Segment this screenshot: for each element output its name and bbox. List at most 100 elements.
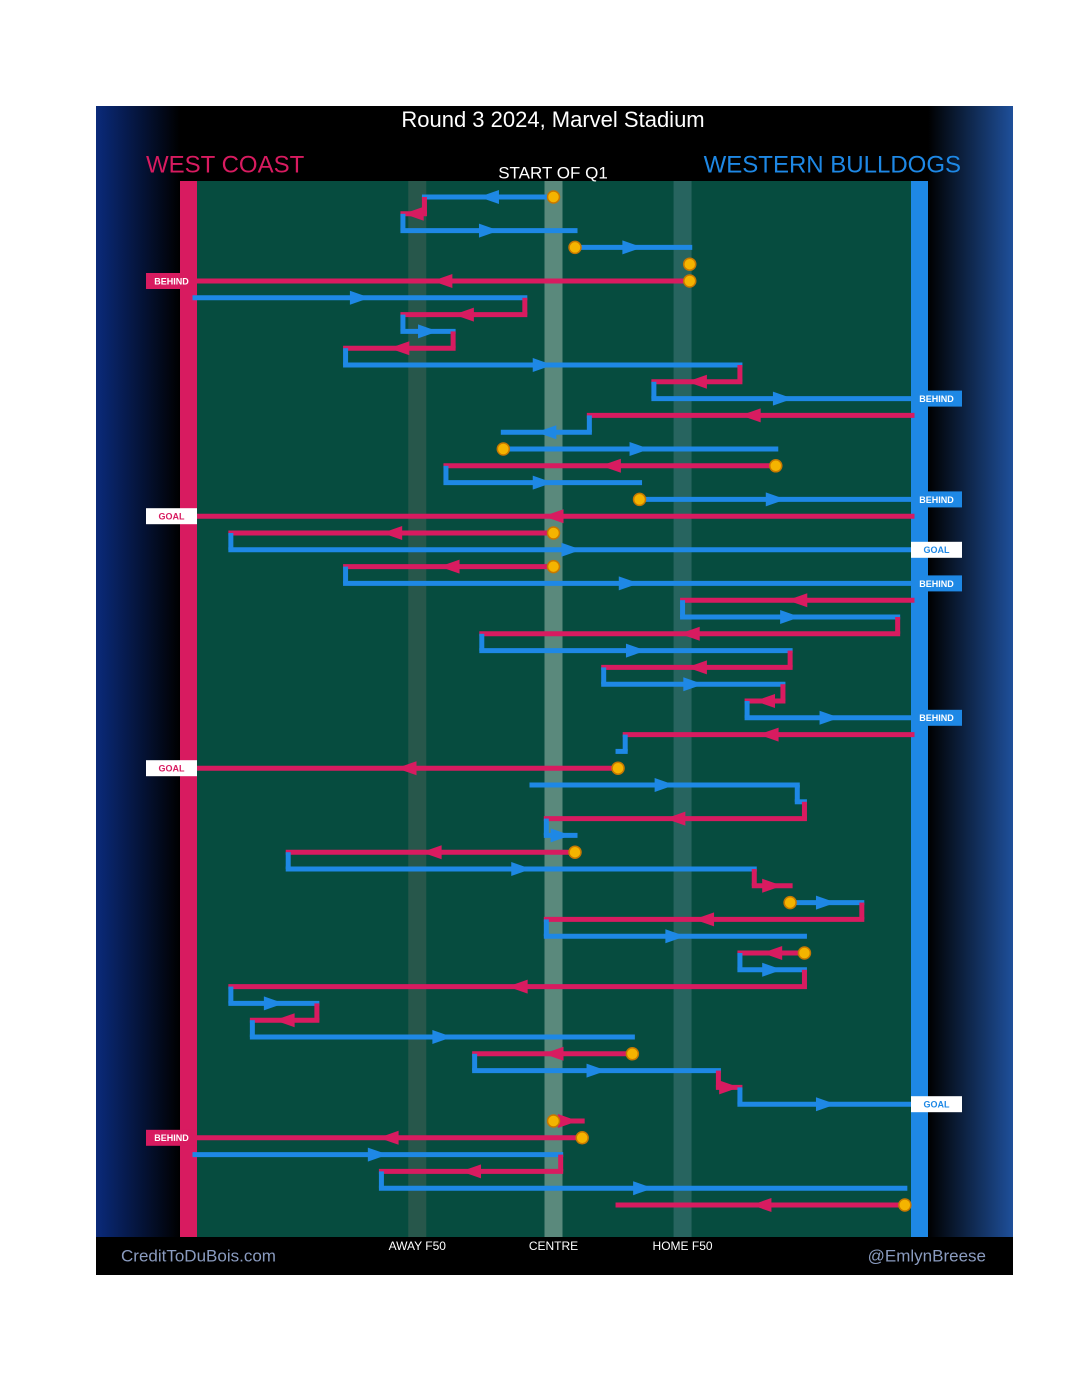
result-label: GOAL bbox=[924, 545, 951, 555]
direction-arrow bbox=[478, 190, 499, 204]
field-marker-label: HOME F50 bbox=[653, 1239, 713, 1253]
field-marker-label: CENTRE bbox=[529, 1239, 578, 1253]
team-right: WESTERN BULLDOGS bbox=[704, 151, 961, 178]
field-marker-label: AWAY F50 bbox=[389, 1239, 447, 1253]
result-label: BEHIND bbox=[154, 1133, 189, 1143]
direction-arrow bbox=[740, 408, 761, 423]
direction-arrow bbox=[543, 1046, 564, 1061]
left-top bbox=[96, 106, 180, 181]
direction-arrow bbox=[382, 526, 403, 540]
stoppage bbox=[496, 442, 511, 456]
direction-arrow bbox=[263, 996, 284, 1011]
direction-arrow bbox=[536, 425, 557, 440]
result-label: GOAL bbox=[159, 512, 186, 522]
direction-arrow bbox=[762, 878, 783, 893]
direction-arrow bbox=[561, 542, 582, 557]
stoppage bbox=[546, 190, 561, 204]
direction-arrow bbox=[758, 727, 779, 742]
stoppage bbox=[632, 492, 647, 507]
result-box bbox=[146, 273, 197, 289]
stoppage bbox=[546, 526, 561, 540]
direction-arrow bbox=[600, 458, 621, 473]
result-label: BEHIND bbox=[154, 276, 189, 286]
direction-arrow bbox=[665, 811, 686, 826]
result-box bbox=[911, 709, 962, 726]
result-box bbox=[146, 1129, 197, 1146]
direction-arrow bbox=[461, 1164, 482, 1179]
direction-arrow bbox=[665, 929, 686, 944]
direction-arrow bbox=[421, 845, 442, 860]
direction-arrow bbox=[478, 223, 499, 238]
result-box bbox=[146, 508, 197, 525]
direction-arrow bbox=[815, 895, 836, 910]
direction-arrow bbox=[679, 626, 700, 641]
stoppage bbox=[546, 1114, 561, 1128]
direction-arrow bbox=[686, 374, 707, 389]
period-label: START OF Q1 bbox=[498, 163, 608, 182]
stoppage bbox=[575, 1131, 589, 1145]
bulldogs-goal-line bbox=[911, 181, 928, 1237]
direction-arrow bbox=[274, 1013, 295, 1028]
stoppage bbox=[546, 559, 561, 574]
direction-arrow bbox=[633, 1181, 654, 1196]
stoppage bbox=[625, 1047, 640, 1061]
direction-arrow bbox=[751, 1198, 772, 1212]
result-box bbox=[911, 541, 962, 558]
direction-arrow bbox=[511, 862, 532, 876]
direction-arrow bbox=[762, 946, 783, 960]
right-side bbox=[928, 106, 1013, 1237]
direction-arrow bbox=[432, 274, 453, 288]
direction-arrow bbox=[349, 290, 370, 305]
stoppage bbox=[682, 274, 697, 288]
west-coast-goal-line bbox=[180, 181, 197, 1237]
direction-arrow bbox=[439, 559, 460, 574]
result-label: BEHIND bbox=[919, 713, 954, 723]
direction-arrow bbox=[507, 979, 528, 994]
direction-arrow bbox=[755, 694, 776, 708]
result-label: BEHIND bbox=[919, 394, 954, 404]
result-box bbox=[911, 575, 962, 592]
direction-arrow bbox=[403, 206, 424, 221]
direction-arrow bbox=[543, 509, 564, 524]
direction-arrow bbox=[378, 1130, 399, 1145]
direction-arrow bbox=[550, 828, 571, 843]
field-marker bbox=[673, 181, 692, 1237]
direction-arrow bbox=[686, 660, 707, 675]
direction-arrow bbox=[772, 391, 793, 406]
direction-arrow bbox=[532, 475, 553, 490]
result-label: BEHIND bbox=[919, 495, 954, 505]
direction-arrow bbox=[694, 912, 715, 927]
stoppage bbox=[797, 946, 812, 960]
direction-arrow bbox=[762, 962, 783, 977]
stoppage bbox=[783, 895, 797, 910]
direction-arrow bbox=[787, 593, 808, 608]
stoppage bbox=[898, 1198, 912, 1212]
stoppage bbox=[682, 257, 697, 271]
title: Round 3 2024, Marvel Stadium bbox=[401, 107, 704, 132]
credit-right: @EmlynBreese bbox=[868, 1246, 986, 1265]
direction-arrow bbox=[532, 358, 553, 372]
result-box bbox=[911, 390, 962, 407]
stoppage bbox=[568, 845, 582, 859]
direction-arrow bbox=[367, 1147, 388, 1162]
result-label: BEHIND bbox=[919, 579, 954, 589]
stoppage bbox=[769, 459, 783, 473]
result-label: GOAL bbox=[159, 764, 186, 774]
direction-arrow bbox=[683, 677, 704, 692]
result-label: GOAL bbox=[924, 1100, 951, 1110]
direction-arrow bbox=[418, 324, 439, 339]
direction-arrow bbox=[389, 341, 410, 356]
direction-arrow bbox=[765, 492, 786, 507]
field-marker bbox=[408, 181, 427, 1237]
direction-arrow bbox=[396, 761, 417, 776]
credit-left: CreditToDuBois.com bbox=[121, 1246, 276, 1265]
result-box bbox=[911, 491, 962, 508]
direction-arrow bbox=[618, 576, 639, 591]
direction-arrow bbox=[432, 1030, 453, 1044]
direction-arrow bbox=[557, 1114, 578, 1128]
result-box bbox=[911, 1096, 962, 1113]
direction-arrow bbox=[780, 610, 801, 624]
left-side bbox=[96, 181, 180, 1237]
result-box bbox=[146, 760, 197, 777]
